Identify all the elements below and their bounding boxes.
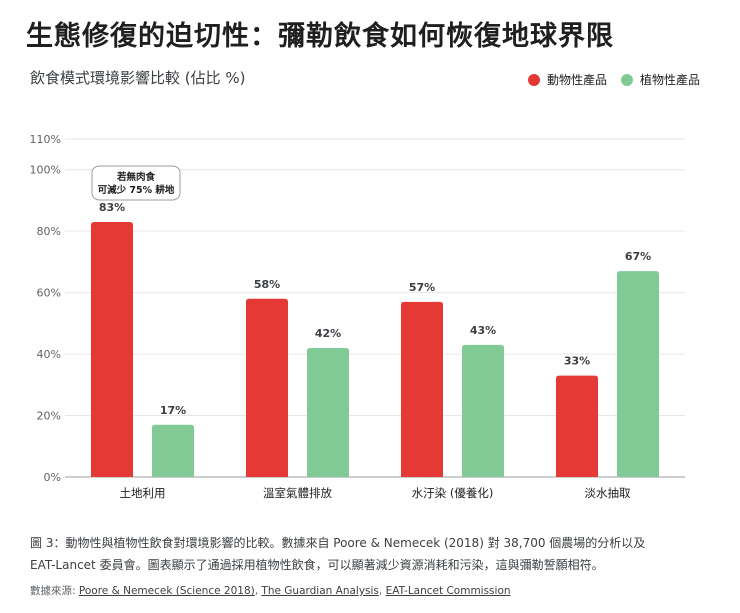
data-label: 57% — [409, 281, 435, 294]
y-tick-label: 80% — [37, 225, 61, 238]
bar-plant-1 — [307, 347, 349, 477]
x-tick-label: 淡水抽取 — [585, 486, 631, 500]
bar-animal-0 — [91, 221, 133, 477]
bar-animal-2 — [401, 301, 443, 477]
y-tick-label: 100% — [30, 164, 61, 177]
bar-animal-1 — [246, 298, 288, 477]
data-label: 83% — [99, 201, 125, 214]
chart-legend: 動物性產品 植物性產品 — [514, 71, 700, 88]
chart-title: 飲食模式環境影響比較 (佔比 %) — [30, 69, 246, 87]
legend-swatch-animal — [527, 73, 540, 86]
bar-plant-3 — [617, 271, 659, 477]
data-label: 67% — [625, 250, 651, 263]
legend-label-animal: 動物性產品 — [546, 73, 607, 87]
page-title: 生態修復的迫切性：彌勒飲食如何恢復地球界限 — [26, 21, 614, 52]
x-tick-label: 土地利用 — [120, 486, 166, 500]
source-link-eat-lancet[interactable]: EAT-Lancet Commission — [385, 585, 511, 597]
figure-caption: 圖 3：動物性與植物性飲食對環境影響的比較。數據來自 Poore & Nemec… — [30, 536, 646, 572]
y-tick-label: 20% — [37, 410, 61, 423]
legend-swatch-plant — [620, 73, 633, 86]
y-tick-label: 0% — [44, 471, 61, 484]
data-label: 42% — [315, 327, 341, 340]
x-tick-label: 水汙染 (優養化) — [412, 486, 494, 500]
bar-plant-2 — [462, 344, 504, 477]
data-label: 58% — [254, 278, 280, 291]
data-label: 43% — [470, 324, 496, 337]
y-tick-label: 40% — [37, 348, 61, 361]
source-link-guardian[interactable]: The Guardian Analysis — [261, 585, 379, 597]
data-label: 17% — [160, 404, 186, 417]
source-link-poore[interactable]: Poore & Nemecek (Science 2018) — [78, 585, 255, 597]
legend-label-plant: 植物性產品 — [639, 73, 700, 87]
x-tick-label: 溫室氣體排放 — [263, 486, 332, 500]
sources-label: 數據來源: — [30, 585, 76, 597]
sources-line: 數據來源: Poore & Nemecek (Science 2018), Th… — [30, 585, 511, 597]
impact-bar-chart: 0% 20% 40% 60% 80% 100% 110% 83% 17% 土地利用 58% 42% 溫室… — [30, 133, 685, 500]
data-label: 33% — [564, 355, 590, 368]
bar-animal-3 — [556, 375, 598, 477]
bar-plant-0 — [152, 424, 194, 477]
legend-item-plant: 植物性產品 — [620, 71, 700, 88]
legend-item-animal: 動物性產品 — [527, 71, 607, 88]
y-tick-label: 60% — [37, 287, 61, 300]
annotation-text: 若無肉食 — [116, 171, 156, 183]
annotation-text: 可減少 75% 耕地 — [98, 184, 175, 196]
annotation-box — [91, 165, 181, 201]
y-tick-label: 110% — [30, 133, 61, 146]
